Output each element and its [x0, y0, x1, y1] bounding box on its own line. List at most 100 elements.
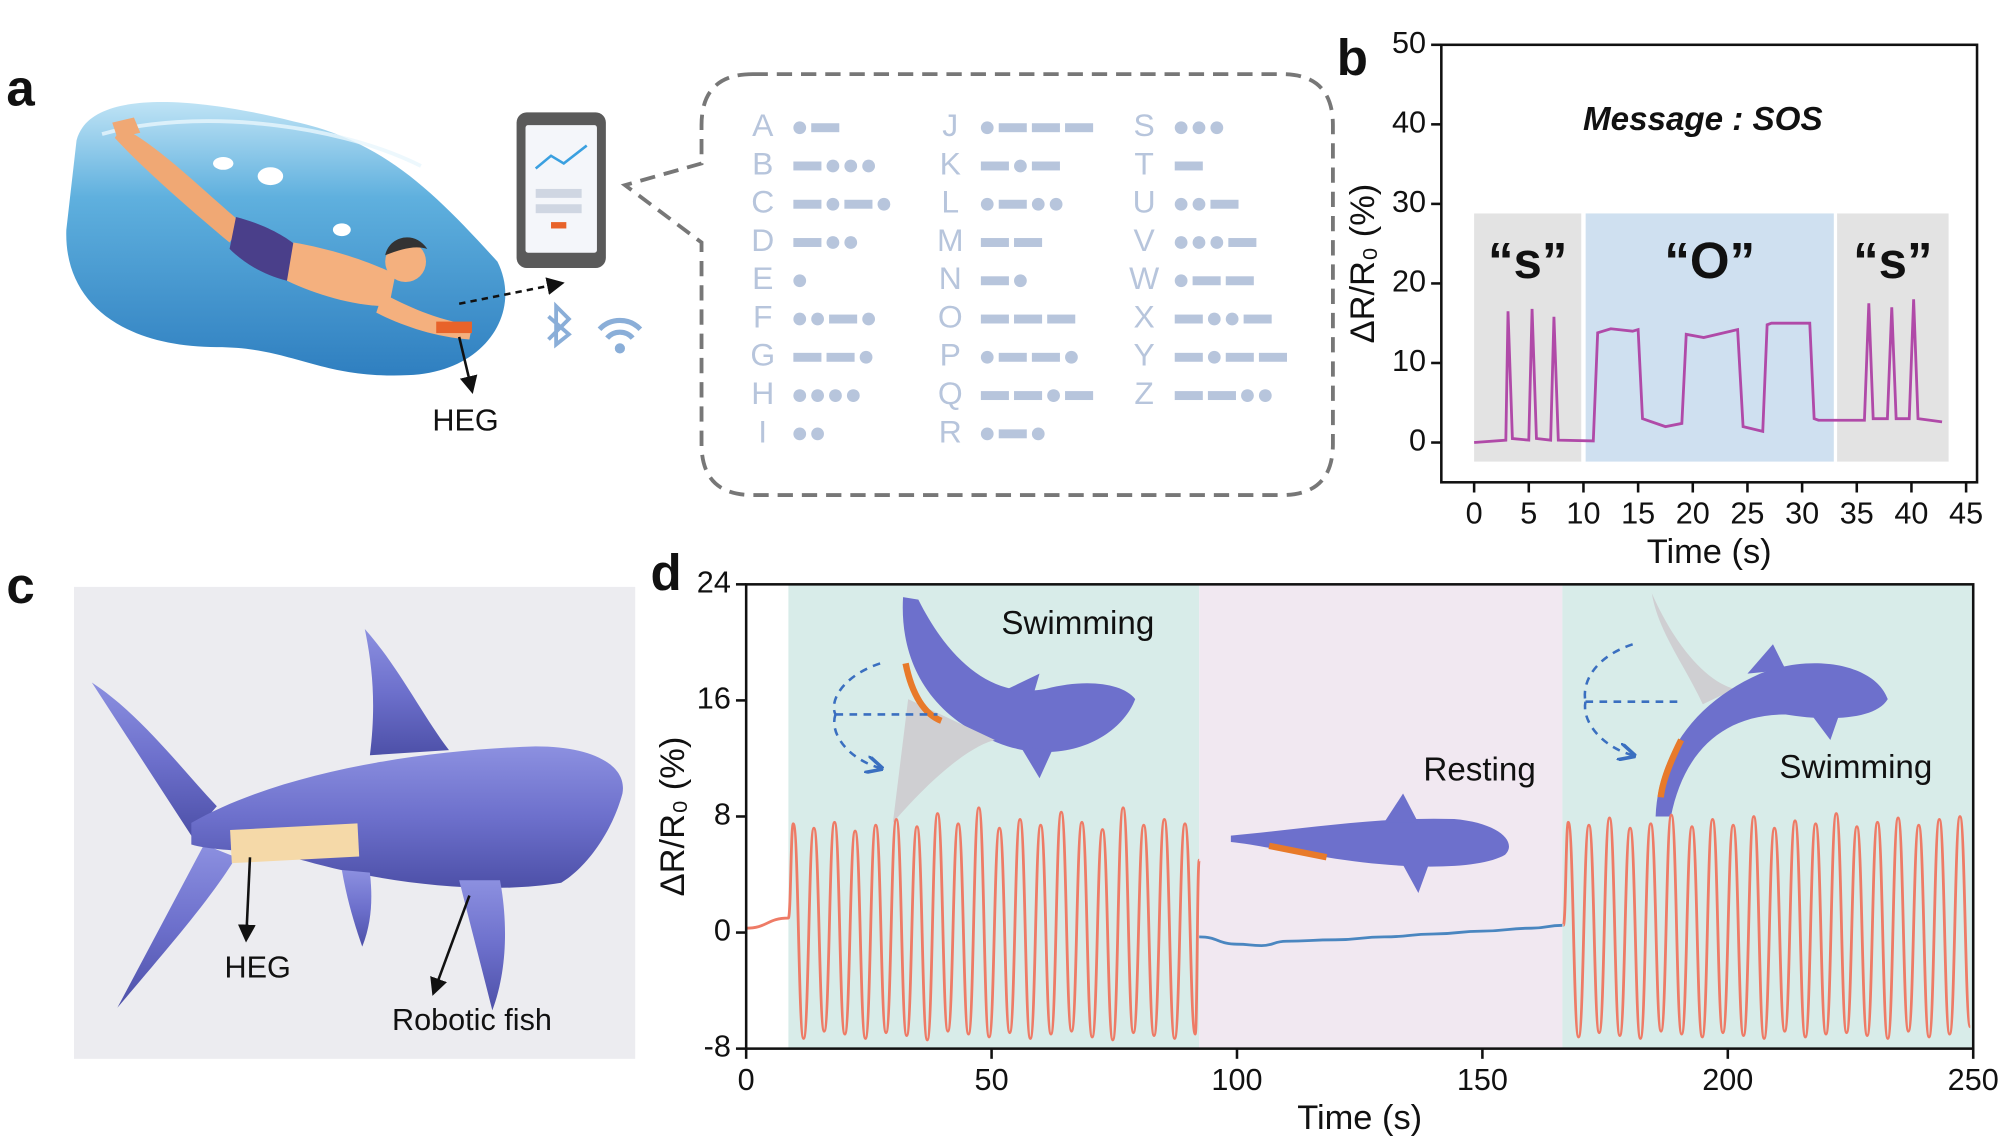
morse-dot — [793, 274, 807, 288]
x-tick-label: 15 — [1621, 497, 1655, 531]
morse-letter: I — [758, 413, 767, 449]
morse-dot — [1174, 274, 1188, 288]
morse-dot — [811, 389, 824, 402]
morse-dot — [1192, 121, 1206, 135]
morse-dot — [1225, 312, 1239, 326]
morse-letter: H — [751, 375, 774, 411]
morse-letter: D — [751, 222, 774, 258]
phone-icon — [516, 112, 643, 354]
morse-letter: O — [938, 298, 963, 334]
panel-label: b — [1337, 29, 1368, 86]
x-tick-label: 25 — [1730, 497, 1764, 531]
panel-label: a — [6, 59, 35, 116]
morse-letter: P — [940, 337, 961, 373]
morse-dot — [1258, 389, 1272, 402]
heg-label: HEG — [432, 403, 498, 437]
morse-dash — [793, 352, 822, 362]
morse-letter: C — [751, 184, 774, 220]
y-tick-label: 16 — [697, 682, 731, 716]
x-tick-label: 100 — [1211, 1063, 1262, 1097]
region-label: “O” — [1664, 232, 1755, 289]
morse-letter: L — [941, 184, 959, 220]
motion-arrow — [1583, 643, 1633, 755]
morse-dot — [980, 427, 994, 441]
sensor — [1268, 842, 1328, 861]
data-line — [746, 806, 1972, 1042]
morse-letter: Y — [1133, 337, 1154, 373]
panel-label: c — [6, 557, 34, 614]
morse-dot — [1174, 121, 1188, 135]
panel-label: d — [651, 544, 682, 601]
morse-letter: T — [1134, 145, 1153, 181]
morse-letter: R — [939, 413, 962, 449]
morse-dot — [980, 197, 994, 211]
morse-dot — [811, 312, 824, 326]
morse-dash — [1047, 314, 1076, 324]
region-label: “s” — [1488, 232, 1567, 289]
morse-dash — [998, 199, 1027, 209]
morse-letter: J — [942, 107, 958, 143]
morse-dot — [1207, 312, 1221, 326]
sensor — [1657, 738, 1684, 798]
morse-dash — [1065, 391, 1094, 401]
morse-dot — [793, 427, 807, 441]
region-label: Resting — [1423, 752, 1535, 789]
morse-dash — [1210, 199, 1239, 209]
morse-dash — [1174, 352, 1203, 362]
fish-illustration — [1403, 864, 1429, 894]
y-tick-label: 50 — [1392, 26, 1426, 60]
morse-dash — [1031, 123, 1060, 133]
y-tick-label: 10 — [1392, 344, 1426, 378]
morse-dot — [1014, 274, 1027, 288]
y-tick-label: 0 — [1409, 424, 1426, 458]
morse-dot — [793, 312, 807, 326]
morse-dash — [980, 276, 1009, 286]
fish-illustration — [1007, 673, 1040, 705]
x-tick-label: 5 — [1520, 497, 1537, 531]
y-axis-label: ΔR/R₀ (%) — [1344, 184, 1382, 344]
morse-dot — [1210, 121, 1224, 135]
data-line — [1199, 923, 1563, 948]
x-tick-label: 200 — [1702, 1063, 1753, 1097]
morse-dash — [1225, 352, 1254, 362]
x-axis-label: Time (s) — [1647, 533, 1772, 571]
morse-dot — [1049, 197, 1063, 211]
morse-dash — [1228, 238, 1257, 247]
morse-dash — [829, 314, 858, 324]
morse-dash — [1014, 314, 1043, 324]
morse-dot — [793, 389, 807, 402]
sensor — [902, 662, 943, 724]
x-tick-label: 250 — [1948, 1063, 1999, 1097]
morse-letter: G — [750, 337, 775, 373]
morse-dot — [1174, 197, 1188, 211]
morse-dash — [1258, 352, 1287, 362]
morse-dot — [829, 389, 842, 402]
morse-letter: F — [753, 298, 772, 334]
annotation: Message : SOS — [1583, 101, 1823, 138]
y-tick-label: 0 — [714, 914, 731, 948]
x-tick-label: 35 — [1840, 497, 1874, 531]
region-label: Swimming — [1001, 605, 1154, 642]
morse-dot — [1192, 197, 1206, 211]
morse-dash — [793, 161, 822, 171]
region — [1474, 213, 1582, 462]
morse-letter: W — [1129, 260, 1159, 296]
y-tick-label: 40 — [1392, 105, 1426, 139]
morse-dash — [1225, 276, 1254, 286]
morse-dash — [998, 123, 1027, 133]
morse-dot — [859, 350, 873, 364]
x-tick-label: 30 — [1785, 497, 1819, 531]
morse-dash — [1192, 276, 1221, 286]
x-tick-label: 45 — [1949, 497, 1983, 531]
morse-dot — [826, 236, 840, 249]
morse-dash — [1174, 161, 1203, 171]
morse-dot — [793, 121, 807, 135]
region-label: Swimming — [1779, 749, 1932, 786]
morse-dash — [980, 314, 1009, 324]
swimmer-illustration — [66, 101, 565, 394]
fish-illustration — [902, 597, 1136, 753]
robotic-fish-illustration — [73, 586, 636, 1059]
x-tick-label: 0 — [738, 1063, 755, 1097]
morse-dot — [1192, 236, 1206, 249]
morse-dash — [793, 199, 822, 209]
